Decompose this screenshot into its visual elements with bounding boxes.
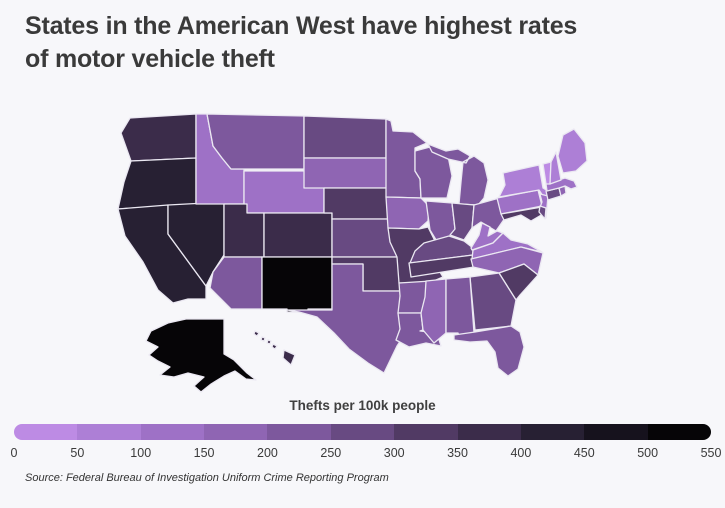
legend-color-segment bbox=[584, 424, 648, 440]
legend-colorbar bbox=[14, 424, 711, 440]
state-nd[interactable] bbox=[303, 115, 387, 159]
state-hi[interactable] bbox=[253, 330, 296, 366]
page-title-line2: of motor vehicle theft bbox=[25, 45, 275, 73]
legend-tick-label: 300 bbox=[383, 446, 405, 460]
legend-color-segment bbox=[267, 424, 331, 440]
legend-color-segment bbox=[647, 424, 711, 440]
state-fl[interactable] bbox=[453, 325, 525, 377]
source-note: Source: Federal Bureau of Investigation … bbox=[25, 472, 389, 484]
legend-tick-label: 150 bbox=[193, 446, 215, 460]
state-sd[interactable] bbox=[303, 157, 390, 189]
state-or[interactable] bbox=[117, 157, 197, 210]
legend-tick-label: 200 bbox=[257, 446, 278, 460]
legend-tick-label: 500 bbox=[637, 446, 659, 460]
legend-tick-label: 400 bbox=[510, 446, 532, 460]
legend-tick-label: 450 bbox=[573, 446, 595, 460]
page-title: States in the American West have highest… bbox=[25, 10, 705, 76]
state-az[interactable] bbox=[209, 256, 263, 310]
state-tx[interactable] bbox=[286, 263, 408, 374]
legend-tick-labels: 0 50 100 150 200 250 300 350 400 450 500 550 bbox=[10, 446, 722, 462]
state-wa[interactable] bbox=[120, 113, 197, 162]
state-ak[interactable] bbox=[145, 318, 257, 393]
legend-tick-label: 250 bbox=[320, 446, 342, 460]
state-ma[interactable] bbox=[545, 177, 578, 192]
legend-color-segment bbox=[457, 424, 521, 440]
legend-color-segment bbox=[330, 424, 395, 440]
state-me[interactable] bbox=[557, 128, 588, 174]
legend-color-segment bbox=[204, 424, 268, 440]
legend-color-segment bbox=[77, 424, 141, 440]
legend-title: Thefts per 100k people bbox=[289, 398, 436, 413]
legend-tick-label: 350 bbox=[447, 446, 468, 460]
legend-color-segment bbox=[14, 424, 78, 440]
page-title-line1: States in the American West have highest… bbox=[25, 12, 578, 40]
state-mi[interactable] bbox=[427, 143, 489, 206]
legend-tick-label: 50 bbox=[70, 446, 85, 460]
state-ia[interactable] bbox=[385, 196, 430, 230]
legend-tick-label: 100 bbox=[130, 446, 152, 460]
state-nm[interactable] bbox=[261, 256, 333, 313]
legend-tick-label: 550 bbox=[700, 446, 722, 460]
legend-color-segment bbox=[520, 424, 585, 440]
state-nh[interactable] bbox=[549, 151, 562, 185]
legend-color-segment bbox=[394, 424, 458, 440]
state-de[interactable] bbox=[538, 205, 547, 220]
state-in[interactable] bbox=[449, 202, 475, 241]
legend-color-segment bbox=[140, 424, 205, 440]
legend-tick-label: 0 bbox=[10, 446, 18, 460]
state-ga[interactable] bbox=[469, 272, 517, 331]
state-co[interactable] bbox=[263, 212, 333, 258]
